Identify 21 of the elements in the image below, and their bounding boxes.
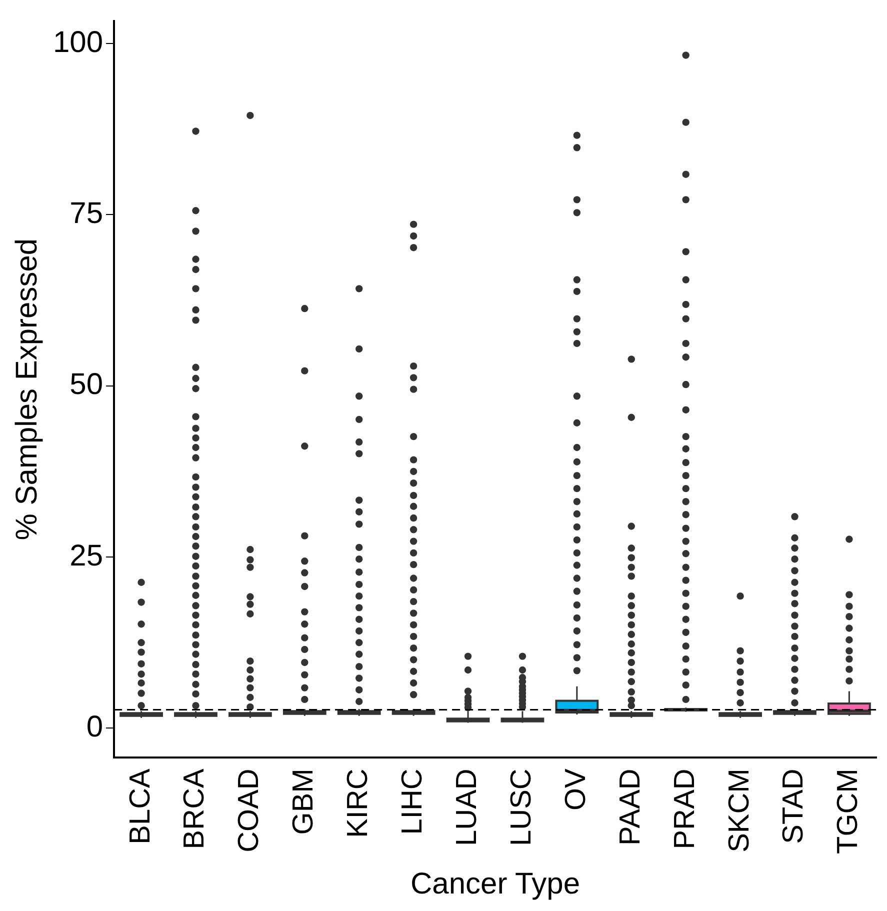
y-tick-label: 50 — [70, 368, 104, 402]
x-tick-label: TGCM — [832, 768, 864, 854]
y-tick-label: 0 — [86, 710, 104, 744]
y-axis-title: % Samples Expressed — [10, 238, 44, 540]
x-tick-label: BRCA — [178, 768, 211, 850]
x-tick-label: OV — [560, 768, 592, 811]
x-tick-label: LUAD — [451, 768, 484, 846]
x-tick-label: STAD — [778, 768, 810, 844]
y-tick-label: 100 — [52, 26, 104, 59]
x-tick-label: LUSC — [505, 768, 538, 846]
x-tick-label: BLCA — [124, 768, 156, 844]
x-tick-label: GBM — [288, 768, 320, 835]
x-tick-label: SKCM — [723, 768, 756, 852]
x-tick-label: PAAD — [614, 768, 646, 846]
x-tick-label: LIHC — [396, 768, 429, 835]
x-tick-label: KIRC — [342, 768, 374, 838]
y-tick-label: 75 — [70, 197, 104, 230]
y-tick-label: 25 — [70, 539, 104, 572]
x-tick-label: COAD — [233, 768, 266, 852]
x-axis-title: Cancer Type — [410, 867, 580, 900]
x-tick-label: PRAD — [668, 768, 701, 850]
